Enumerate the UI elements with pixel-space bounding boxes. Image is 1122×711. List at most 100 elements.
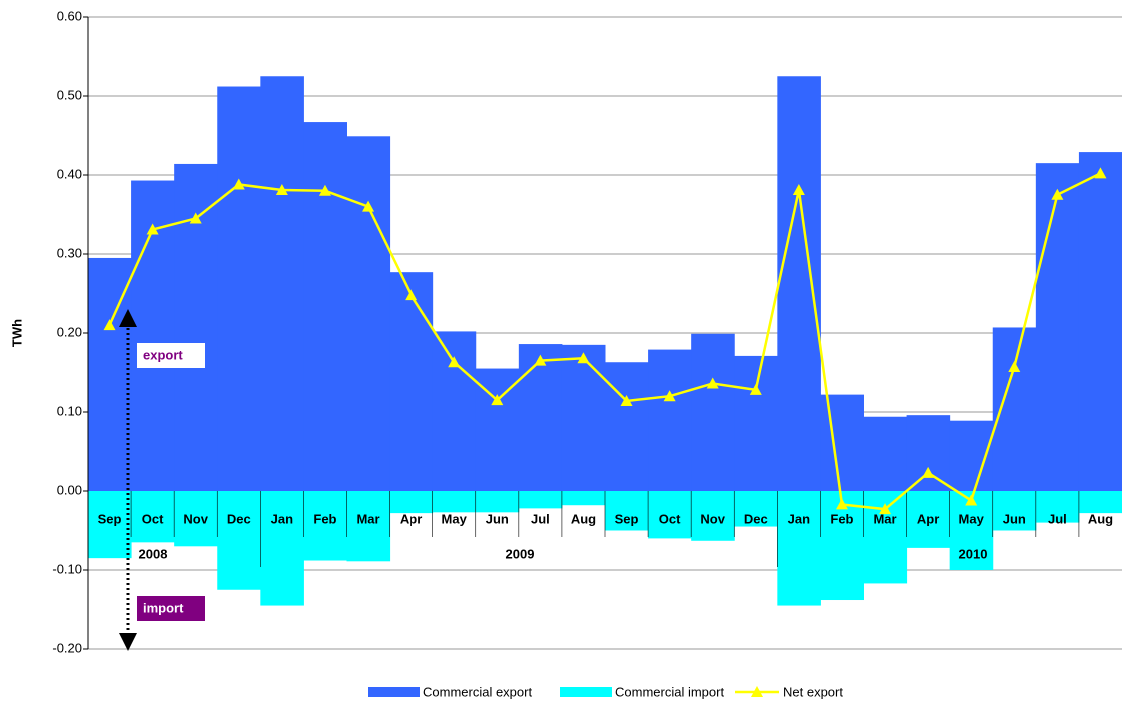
x-tick-label: Oct [142, 511, 164, 526]
y-tick-label: -0.20 [52, 640, 82, 655]
marker [103, 319, 116, 331]
marker [620, 394, 633, 406]
marker [146, 223, 159, 235]
bar [906, 491, 951, 548]
x-tick-label: Oct [659, 511, 681, 526]
marker [362, 200, 375, 212]
bar [734, 355, 778, 491]
annotation: import [143, 600, 184, 615]
legend-swatch [368, 687, 420, 697]
x-tick-label: Jul [531, 511, 550, 526]
bar [260, 76, 304, 491]
bar [777, 491, 821, 606]
bar [346, 136, 391, 492]
bar [648, 491, 692, 539]
y-tick-label: -0.10 [52, 561, 82, 576]
marker [405, 289, 418, 301]
marker [1094, 167, 1107, 179]
marker [749, 383, 762, 395]
x-tick-label: Aug [571, 511, 596, 526]
y-tick-label: 0.00 [57, 482, 82, 497]
legend-swatch [751, 686, 763, 697]
y-tick-label: 0.50 [57, 87, 82, 102]
legend-swatch [560, 687, 612, 697]
bar [174, 491, 218, 547]
marker [448, 356, 461, 368]
bar [561, 491, 606, 506]
year-label: 2008 [139, 546, 168, 561]
marker [232, 178, 245, 190]
marker [965, 494, 978, 506]
x-tick-label: Apr [917, 511, 939, 526]
x-tick-label: Feb [313, 511, 336, 526]
bar [605, 491, 649, 531]
marker [879, 503, 892, 515]
marker [922, 466, 935, 478]
y-tick-label: 0.10 [57, 403, 82, 418]
bar [217, 86, 261, 492]
x-tick-label: Aug [1088, 511, 1113, 526]
marker [706, 377, 719, 389]
marker [275, 184, 288, 196]
x-tick-label: Jul [1048, 511, 1067, 526]
bar [303, 122, 347, 491]
y-tick-label: 0.60 [57, 8, 82, 23]
bar [518, 491, 563, 509]
marker [577, 352, 590, 364]
bar [992, 327, 1037, 491]
x-tick-label: Dec [227, 511, 251, 526]
x-tick-label: Nov [183, 511, 208, 526]
bar [475, 491, 520, 513]
y-axis-label: TWh [9, 319, 24, 347]
marker [189, 212, 202, 224]
y-tick-label: 0.20 [57, 324, 82, 339]
bar [389, 272, 434, 491]
annotation-box [137, 596, 205, 621]
x-tick-label: Sep [615, 511, 639, 526]
y-tick-label: 0.30 [57, 245, 82, 260]
marker [663, 390, 676, 402]
bar [1078, 491, 1122, 514]
bar [561, 344, 606, 491]
bar [260, 491, 304, 606]
marker [792, 184, 805, 196]
x-tick-label: Jun [1003, 511, 1026, 526]
x-tick-label: Sep [98, 511, 122, 526]
bar [432, 331, 477, 491]
bar [691, 333, 735, 491]
y-tick-label: 0.40 [57, 166, 82, 181]
bar [777, 76, 821, 491]
bar [518, 344, 563, 491]
annotation-box [137, 343, 205, 368]
bar [691, 491, 735, 541]
x-tick-label: Apr [400, 511, 422, 526]
bar [1078, 152, 1122, 491]
marker [1008, 360, 1021, 372]
bar [906, 415, 951, 491]
marker [835, 498, 848, 510]
bar [992, 491, 1037, 531]
x-tick-label: Mar [356, 511, 379, 526]
marker [1051, 188, 1064, 200]
year-label: 2010 [959, 546, 988, 561]
legend-label: Commercial import [615, 684, 724, 699]
x-tick-label: Jun [486, 511, 509, 526]
x-tick-label: Mar [873, 511, 896, 526]
x-tick-label: May [959, 511, 985, 526]
bar [217, 491, 261, 590]
bar [389, 491, 434, 514]
bar [605, 362, 649, 491]
x-tick-label: Nov [700, 511, 725, 526]
legend-label: Net export [783, 684, 843, 699]
x-tick-label: May [442, 511, 468, 526]
marker [318, 184, 331, 196]
x-tick-label: Dec [744, 511, 768, 526]
bar [432, 491, 477, 513]
x-tick-label: Jan [271, 511, 293, 526]
bar [820, 394, 864, 491]
x-tick-label: Jan [788, 511, 810, 526]
annotation: export [143, 347, 183, 362]
marker [534, 354, 547, 366]
bar [1035, 491, 1080, 523]
